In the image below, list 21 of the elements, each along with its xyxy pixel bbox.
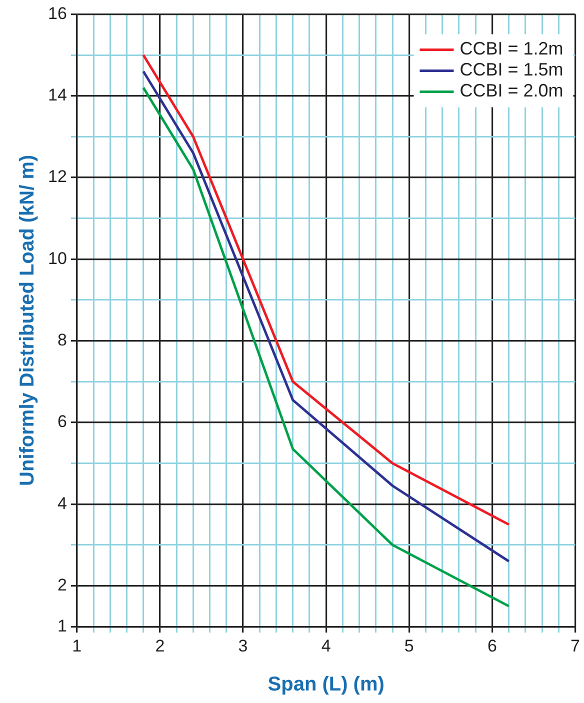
- y-tick-label: 8: [57, 330, 67, 350]
- y-tick-label: 10: [48, 248, 67, 268]
- y-tick-label: 2: [57, 575, 67, 594]
- y-tick-label: 16: [48, 4, 67, 23]
- x-tick-label: 7: [570, 636, 580, 656]
- y-tick-label: 12: [48, 167, 67, 186]
- x-tick-label: 2: [155, 636, 165, 656]
- y-tick-label: 14: [48, 86, 67, 105]
- x-tick-label: 6: [487, 636, 497, 656]
- legend-label: CCBI = 2.0m: [460, 80, 564, 101]
- legend-label: CCBI = 1.5m: [460, 60, 564, 80]
- x-axis-title: Span (L) (m): [268, 674, 384, 696]
- legend-label: CCBI = 1.2m: [460, 38, 564, 59]
- x-tick-label: 5: [404, 636, 414, 656]
- y-tick-label: 4: [57, 494, 67, 513]
- x-tick-label: 3: [238, 636, 248, 656]
- y-tick-label: 6: [57, 412, 67, 432]
- y-axis-title: Uniformly Distributed Load (kN/ m): [16, 154, 39, 486]
- y-tick-label: 1: [57, 616, 67, 636]
- x-tick-label: 4: [321, 636, 331, 656]
- x-tick-label: 1: [72, 636, 82, 656]
